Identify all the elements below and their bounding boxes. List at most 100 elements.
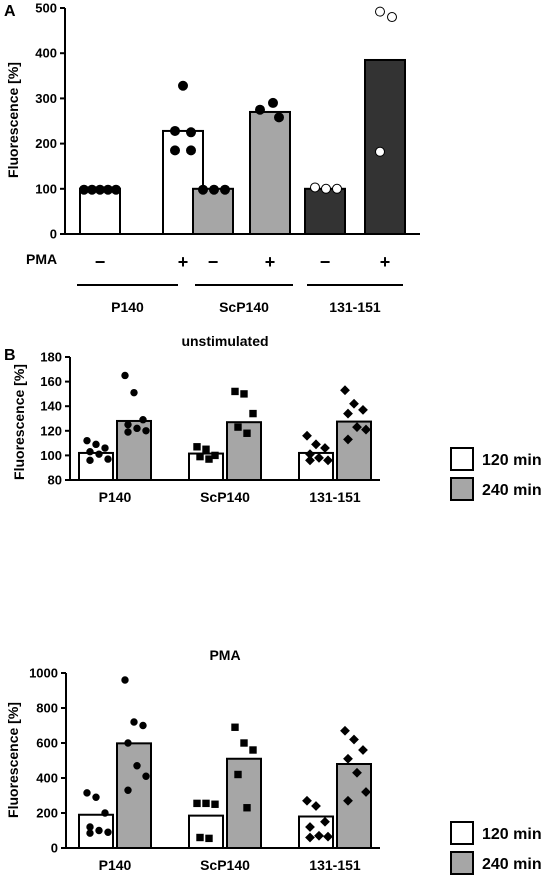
- data-point: [104, 828, 112, 836]
- data-point: [361, 424, 371, 435]
- data-point: [358, 404, 368, 415]
- data-point: [243, 429, 251, 437]
- legend-label: 240 min: [482, 856, 542, 873]
- data-point: [83, 436, 91, 445]
- y-tick-label: 1000: [29, 666, 58, 681]
- data-point: [111, 184, 121, 195]
- panel-b-category-labels: P140 ScP140 131-151: [99, 489, 361, 505]
- data-point: [234, 423, 242, 431]
- y-tick-label: 400: [36, 771, 58, 786]
- y-tick-label: 800: [36, 701, 58, 716]
- y-tick-label: 200: [35, 136, 57, 151]
- pma-sign: +: [265, 252, 276, 272]
- data-point: [211, 451, 219, 460]
- data-point: [139, 721, 147, 730]
- data-point: [86, 448, 94, 456]
- data-point: [130, 718, 138, 726]
- data-point: [274, 112, 284, 123]
- data-point: [220, 184, 230, 195]
- data-point: [124, 420, 132, 429]
- bar: [79, 187, 121, 236]
- y-tick-label: 80: [48, 473, 62, 488]
- panel-a-points: [79, 6, 397, 195]
- bar: [192, 187, 234, 236]
- data-point: [186, 127, 196, 138]
- panel-pma-bars: [78, 742, 372, 849]
- panel-a-bars: [79, 58, 406, 236]
- pma-sign: −: [208, 252, 219, 272]
- data-point: [314, 452, 324, 463]
- panel-pma-category-labels: P140 ScP140 131-151: [99, 857, 361, 873]
- data-point: [86, 456, 94, 465]
- y-tick-label: 600: [36, 736, 58, 751]
- data-point: [302, 430, 312, 441]
- y-tick-label: 0: [50, 227, 57, 242]
- data-point: [340, 725, 350, 736]
- category-label: ScP140: [200, 857, 250, 873]
- data-point: [133, 762, 141, 770]
- data-point: [170, 145, 180, 156]
- data-point: [234, 770, 242, 779]
- data-point: [124, 428, 132, 436]
- category-label: 131-151: [309, 857, 361, 873]
- data-point: [387, 12, 397, 23]
- panel-a-group-labels: P140 ScP140 131-151: [77, 284, 403, 315]
- data-point: [305, 455, 315, 466]
- panel-a-y-axis: 0 100 200 300 400 500: [35, 1, 420, 242]
- bar: [188, 814, 224, 849]
- data-point: [178, 80, 188, 91]
- data-point: [268, 97, 278, 108]
- bar: [336, 763, 372, 849]
- pma-sign: +: [178, 252, 189, 272]
- data-point: [196, 833, 204, 842]
- panel-b-unstimulated-chart: B unstimulated Fluorescence [%] 80 100 120…: [4, 333, 542, 505]
- data-point: [352, 422, 362, 433]
- legend-swatch: [450, 477, 474, 501]
- data-point: [202, 799, 210, 808]
- data-point: [375, 146, 385, 157]
- pma-sign: −: [320, 252, 331, 272]
- data-point: [249, 409, 257, 418]
- data-point: [305, 832, 315, 843]
- panel-pma-legend: 120 min 240 min: [450, 821, 542, 875]
- data-point: [142, 772, 150, 780]
- legend-swatch: [450, 851, 474, 875]
- y-tick-label: 100: [35, 181, 57, 196]
- legend-label: 120 min: [482, 452, 542, 469]
- data-point: [198, 184, 208, 195]
- data-point: [186, 145, 196, 156]
- pma-sign: +: [380, 252, 391, 272]
- y-tick-label: 120: [40, 423, 62, 438]
- data-point: [340, 385, 350, 396]
- data-point: [323, 455, 333, 466]
- data-point: [231, 723, 239, 731]
- bar: [226, 757, 262, 849]
- y-tick-label: 140: [40, 399, 62, 414]
- data-point: [255, 104, 265, 115]
- data-point: [121, 371, 129, 380]
- data-point: [196, 452, 204, 461]
- group-label: P140: [111, 299, 144, 315]
- data-point: [321, 183, 331, 194]
- panel-pma-y-axis-label: Fluorescence [%]: [5, 702, 21, 818]
- y-tick-label: 0: [51, 841, 58, 856]
- category-label: P140: [99, 489, 132, 505]
- data-point: [211, 800, 219, 808]
- data-point: [343, 795, 353, 806]
- pma-sign: −: [95, 252, 106, 272]
- data-point: [142, 427, 150, 435]
- data-point: [375, 6, 385, 17]
- data-point: [205, 455, 213, 463]
- panel-b-legend: 120 min 240 min: [450, 447, 542, 501]
- data-point: [83, 789, 91, 797]
- data-point: [320, 816, 330, 827]
- bar: [304, 187, 346, 236]
- data-point: [343, 408, 353, 419]
- y-tick-label: 500: [35, 1, 57, 16]
- panel-pma-points: [83, 676, 371, 843]
- data-point: [349, 734, 359, 745]
- panel-b-y-axis-label: Fluorescence [%]: [11, 364, 27, 480]
- data-point: [209, 184, 219, 195]
- data-point: [101, 809, 109, 817]
